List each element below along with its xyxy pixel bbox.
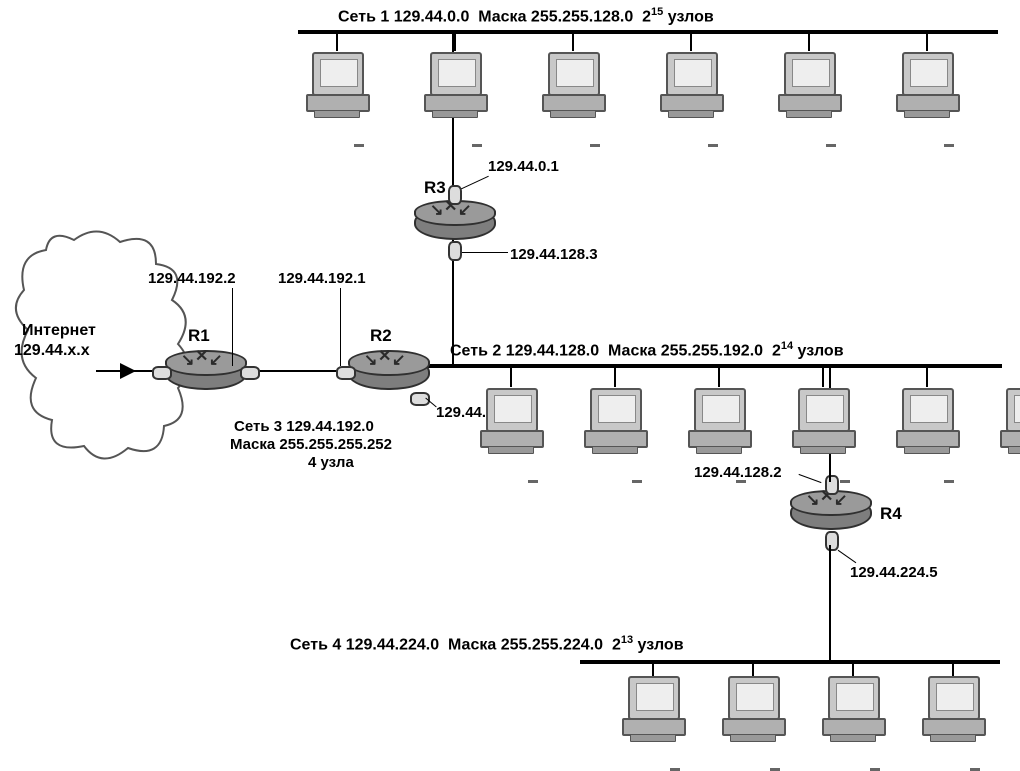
computer-icon <box>896 52 956 114</box>
bus-drop <box>690 33 692 51</box>
net1-label: Сеть 1 129.44.0.0 Маска 255.255.128.0 21… <box>338 6 714 26</box>
computer-icon <box>542 52 602 114</box>
net4-bus <box>580 660 1000 664</box>
r3-top-ip: 129.44.0.1 <box>488 158 559 175</box>
bus-drop <box>852 663 854 677</box>
bus-drop <box>926 33 928 51</box>
net2-label: Сеть 2 129.44.128.0 Маска 255.255.192.0 … <box>450 340 844 360</box>
network-topology-diagram: Сеть 1 129.44.0.0 Маска 255.255.128.0 21… <box>0 0 1020 743</box>
bus-drop <box>808 33 810 51</box>
r4-top-ip: 129.44.128.2 <box>694 464 782 481</box>
bus-drop <box>614 367 616 387</box>
net1-bus <box>298 30 998 34</box>
computer-icon <box>822 676 882 738</box>
router-r4: ↘↙ ✕ <box>790 490 868 534</box>
r3-iface-top-icon <box>448 185 462 205</box>
r3-bottom-leader <box>462 252 508 253</box>
r1-iface-left-icon <box>152 366 172 380</box>
r3-iface-bottom-icon <box>448 241 462 261</box>
computer-icon <box>1000 388 1020 450</box>
r4-down-link <box>829 545 831 660</box>
bus-drop <box>822 367 824 387</box>
r2-left-leader <box>340 288 341 366</box>
computer-icon <box>722 676 782 738</box>
router-r2: ↘↙ ✕ <box>348 350 426 394</box>
net2-bus <box>422 364 1002 368</box>
computer-icon <box>792 388 852 450</box>
computer-icon <box>778 52 838 114</box>
net4-label: Сеть 4 129.44.224.0 Маска 255.255.224.0 … <box>290 634 684 654</box>
bus-drop <box>652 663 654 677</box>
r3-bottom-ip: 129.44.128.3 <box>510 246 598 263</box>
computer-icon <box>922 676 982 738</box>
computer-icon <box>584 388 644 450</box>
router-r4-label: R4 <box>880 504 902 524</box>
net3-line3: 4 узла <box>308 454 354 471</box>
computer-icon <box>622 676 682 738</box>
computer-icon <box>688 388 748 450</box>
r1-right-leader <box>232 288 233 366</box>
computer-icon <box>306 52 366 114</box>
router-r3-label: R3 <box>424 178 446 198</box>
bus-drop <box>510 367 512 387</box>
r1-iface-right-icon <box>240 366 260 380</box>
computer-icon <box>896 388 956 450</box>
computer-icon <box>424 52 484 114</box>
r4-top-leader <box>799 474 822 483</box>
r2-left-ip: 129.44.192.1 <box>278 270 366 287</box>
bus-drop <box>572 33 574 51</box>
r4-iface-top-icon <box>825 475 839 495</box>
bus-drop <box>952 663 954 677</box>
r2-iface-left-icon <box>336 366 356 380</box>
r3-top-leader <box>461 176 489 190</box>
computer-icon <box>660 52 720 114</box>
router-r2-label: R2 <box>370 326 392 346</box>
bus-drop <box>718 367 720 387</box>
bus-drop <box>454 33 456 51</box>
router-r1-label: R1 <box>188 326 210 346</box>
bus-drop <box>336 33 338 51</box>
r4-bottom-leader <box>838 550 857 563</box>
r4-bottom-ip: 129.44.224.5 <box>850 564 938 581</box>
internet-title: Интернет <box>22 322 96 340</box>
internet-ip: 129.44.x.x <box>14 342 90 360</box>
bus-drop <box>752 663 754 677</box>
computer-icon <box>480 388 540 450</box>
r1-right-ip: 129.44.192.2 <box>148 270 236 287</box>
net3-line2: Маска 255.255.255.252 <box>230 436 392 453</box>
r4-iface-bottom-icon <box>825 531 839 551</box>
bus-drop <box>926 367 928 387</box>
net3-line1: Сеть 3 129.44.192.0 <box>234 418 374 435</box>
router-r3: ↘↙ ✕ <box>414 200 492 244</box>
